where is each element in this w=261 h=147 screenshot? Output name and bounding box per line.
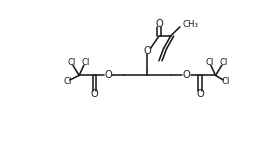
Text: Cl: Cl (205, 58, 213, 67)
Text: Cl: Cl (219, 58, 228, 67)
Text: CH₃: CH₃ (183, 20, 199, 29)
Text: O: O (91, 89, 98, 99)
Text: Cl: Cl (67, 58, 76, 67)
Text: Cl: Cl (221, 77, 230, 86)
Text: O: O (196, 89, 204, 99)
Text: O: O (155, 19, 163, 29)
Text: O: O (182, 70, 190, 80)
Text: Cl: Cl (63, 77, 72, 86)
Text: O: O (105, 70, 112, 80)
Text: O: O (144, 46, 151, 56)
Text: Cl: Cl (81, 58, 90, 67)
